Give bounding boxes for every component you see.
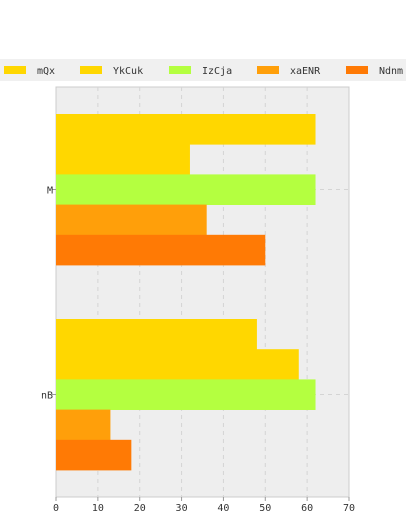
bar [56, 174, 316, 205]
legend-swatch [80, 66, 102, 74]
bar [56, 204, 207, 236]
legend-label: YkCuk [113, 66, 143, 77]
y-tick-label: nB [41, 391, 53, 402]
legend-swatch [4, 66, 26, 74]
x-tick-label: 40 [217, 503, 229, 514]
x-tick-label: 50 [259, 503, 271, 514]
x-tick-label: 70 [343, 503, 355, 514]
legend-band [0, 59, 406, 81]
y-tick-label: M [47, 186, 53, 197]
x-tick-label: 10 [92, 503, 104, 514]
bar [56, 114, 316, 145]
bars [56, 114, 316, 471]
x-tick-label: 20 [134, 503, 146, 514]
bar [56, 144, 190, 175]
x-tick-label: 30 [176, 503, 188, 514]
bar [56, 234, 266, 266]
legend-swatch [257, 66, 279, 74]
legend-label: Ndnm [379, 66, 403, 77]
bar [56, 439, 132, 471]
legend-swatch [346, 66, 368, 74]
bar [56, 409, 111, 441]
legend-swatch [169, 66, 191, 74]
x-tick-label: 60 [301, 503, 313, 514]
bar [56, 319, 257, 350]
legend-label: xaENR [290, 66, 321, 77]
legend: mQx YkCuk IzCja xaENR Ndnm [4, 66, 403, 77]
legend-label: mQx [37, 66, 55, 77]
legend-label: IzCja [202, 66, 232, 77]
bar [56, 349, 299, 380]
bar [56, 379, 316, 410]
axes: 0 10 20 30 40 50 60 70 MnB [41, 186, 355, 515]
x-tick-label: 0 [53, 503, 59, 514]
